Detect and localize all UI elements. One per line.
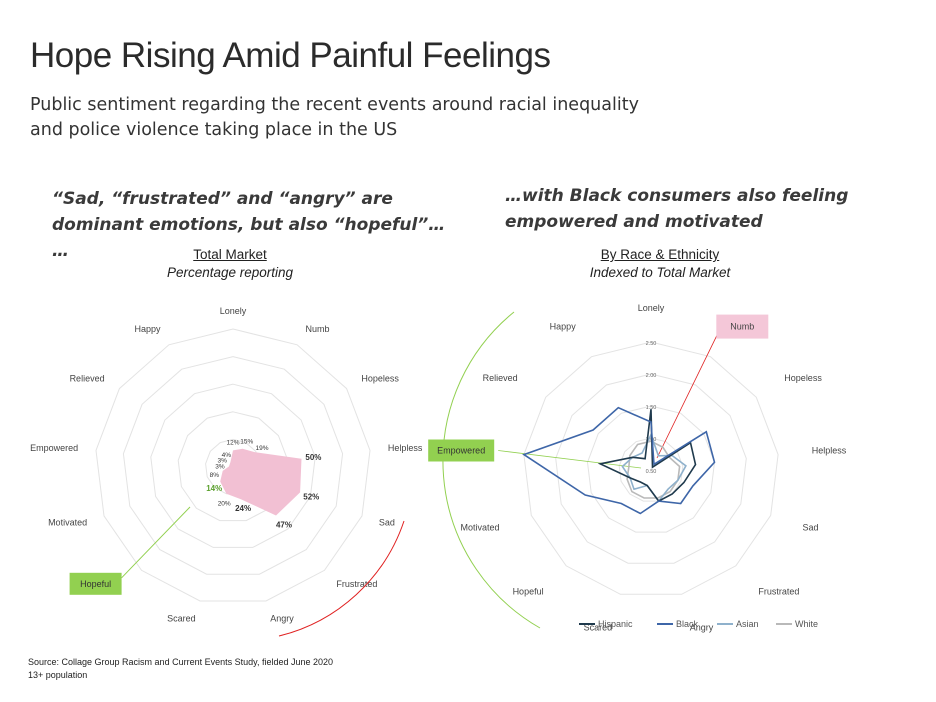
value-label: 14% bbox=[206, 484, 222, 493]
tick-label: 1.50 bbox=[646, 405, 657, 411]
category-label-empowered: Empowered bbox=[30, 443, 78, 453]
grid-ring bbox=[555, 373, 747, 564]
right-chart-header: By Race & Ethnicity Indexed to Total Mar… bbox=[560, 246, 760, 282]
legend-label-black: Black bbox=[676, 619, 699, 629]
total-market-area bbox=[220, 448, 302, 516]
category-label-empowered: Empowered bbox=[437, 446, 485, 456]
value-label: 19% bbox=[255, 445, 268, 452]
grid-ring bbox=[618, 437, 684, 502]
value-label: 3% bbox=[215, 463, 225, 470]
right-quote: …with Black consumers also feeling empow… bbox=[505, 186, 849, 232]
red-accent-arc bbox=[278, 520, 405, 637]
tick-label: 2.00 bbox=[646, 373, 657, 379]
value-label: 47% bbox=[276, 521, 292, 530]
category-label-frustrated: Frustrated bbox=[336, 579, 377, 589]
legend-label-hispanic: Hispanic bbox=[598, 619, 633, 629]
category-label-motivated: Motivated bbox=[460, 522, 499, 532]
category-label-scared: Scared bbox=[167, 614, 196, 624]
category-label-helpless: Helpless bbox=[812, 446, 847, 456]
category-label-relieved: Relieved bbox=[70, 373, 105, 383]
left-chart-header: Total Market Percentage reporting bbox=[130, 246, 330, 282]
value-label: 3% bbox=[217, 458, 227, 465]
value-label: 50% bbox=[305, 453, 321, 462]
chart-legend: Hispanic Black Asian White bbox=[579, 619, 818, 629]
numb-highlight-box bbox=[716, 314, 769, 339]
right-chart-title: By Race & Ethnicity bbox=[600, 247, 720, 262]
category-label-hopeless: Hopeless bbox=[361, 373, 399, 383]
value-label: 12% bbox=[226, 439, 239, 446]
empowered-highlight-box bbox=[428, 439, 495, 462]
right-chart-subtitle: Indexed to Total Market bbox=[589, 265, 731, 280]
source-text: Source: Collage Group Racism and Current… bbox=[28, 657, 334, 667]
value-label: 8% bbox=[210, 472, 220, 479]
population-text: 13+ population bbox=[28, 670, 88, 680]
source-note: Source: Collage Group Racism and Current… bbox=[28, 656, 333, 682]
left-chart-title: Total Market bbox=[193, 247, 267, 262]
grid-ring bbox=[177, 411, 289, 522]
tick-label: 2.50 bbox=[646, 341, 657, 347]
category-label-hopeful: Hopeful bbox=[513, 586, 544, 596]
page-title: Hope Rising Amid Painful Feelings bbox=[30, 36, 551, 75]
category-label-lonely: Lonely bbox=[638, 303, 665, 313]
grid-ring bbox=[150, 383, 316, 548]
grid-ring bbox=[586, 405, 716, 533]
value-label: 20% bbox=[218, 501, 231, 508]
grid-ring bbox=[95, 328, 371, 602]
category-label-hopeful: Hopeful bbox=[80, 579, 111, 589]
category-label-numb: Numb bbox=[306, 324, 330, 334]
category-label-happy: Happy bbox=[550, 322, 577, 332]
category-label-angry: Angry bbox=[690, 622, 714, 632]
total-market-radar: 12% 15%19%50%52%47%24%20%14%8%3%3%4%Lonel… bbox=[30, 306, 423, 637]
category-label-sad: Sad bbox=[379, 517, 395, 527]
grid-ring bbox=[122, 356, 344, 575]
hopeful-leader-line bbox=[121, 506, 191, 579]
category-label-lonely: Lonely bbox=[220, 306, 247, 316]
tick-label: 0.50 bbox=[646, 469, 657, 475]
series-line-black bbox=[522, 406, 716, 515]
category-label-scared: Scared bbox=[584, 622, 613, 632]
left-chart-subtitle: Percentage reporting bbox=[166, 265, 294, 280]
race-ethnicity-radar: 0.501.001.502.002.50LonelyNumbHopelessHe… bbox=[428, 303, 847, 632]
legend-label-asian: Asian bbox=[736, 619, 759, 629]
category-label-numb: Numb bbox=[730, 322, 754, 332]
category-label-sad: Sad bbox=[803, 522, 819, 532]
green-accent-arc bbox=[442, 311, 541, 629]
numb-leader-line bbox=[656, 332, 719, 459]
category-label-hopeless: Hopeless bbox=[784, 373, 822, 383]
value-label: 24% bbox=[235, 504, 251, 513]
category-label-happy: Happy bbox=[134, 324, 161, 334]
value-label: 52% bbox=[303, 493, 319, 502]
hopeful-highlight-box bbox=[69, 572, 122, 595]
legend-label-white: White bbox=[795, 619, 818, 629]
category-label-frustrated: Frustrated bbox=[758, 586, 799, 596]
category-label-angry: Angry bbox=[270, 614, 294, 624]
category-label-helpless: Helpless bbox=[388, 443, 423, 453]
value-label: 4% bbox=[222, 452, 232, 459]
category-label-motivated: Motivated bbox=[48, 517, 87, 527]
grid-ring bbox=[523, 341, 779, 595]
left-quote: “Sad, “frustrated” and “angry” are domin… bbox=[52, 189, 446, 261]
series-line-hispanic bbox=[597, 409, 697, 503]
page-subtitle: Public sentiment regarding the recent ev… bbox=[30, 95, 639, 140]
category-label-relieved: Relieved bbox=[483, 373, 518, 383]
value-label: 15% bbox=[240, 439, 253, 446]
empowered-leader-line bbox=[498, 450, 642, 469]
